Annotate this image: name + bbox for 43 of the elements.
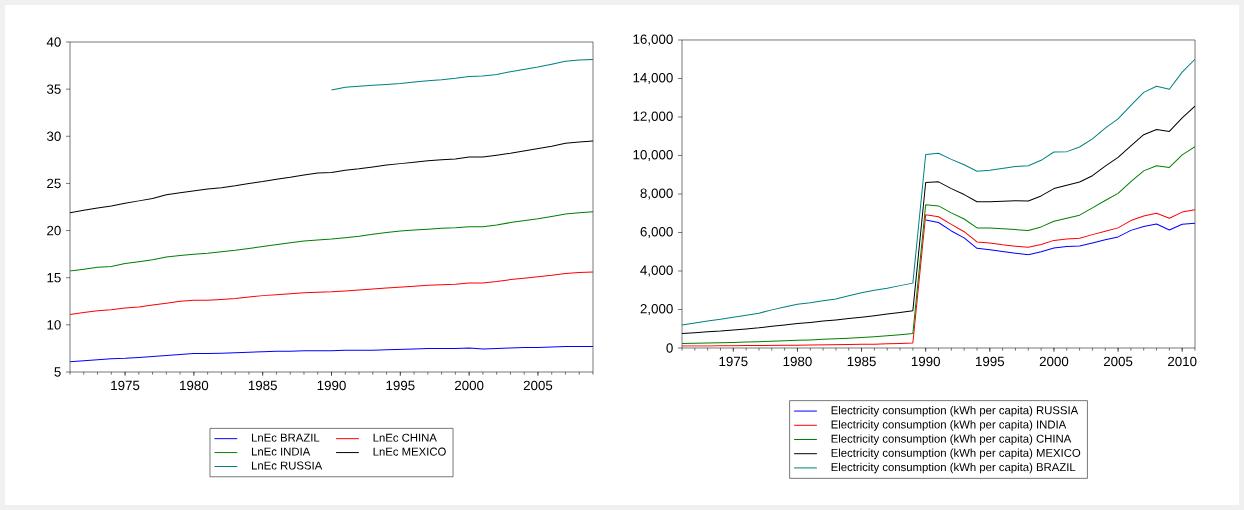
y-tick-label: 6,000 xyxy=(640,227,673,239)
x-tick-label: 1990 xyxy=(317,380,346,391)
y-tick-label: 20 xyxy=(47,225,61,236)
legend-label: Electricity consumption (kWh per capita) BRAZIL xyxy=(831,462,1076,474)
y-tick-label: 0 xyxy=(666,343,673,353)
x-tick-label: 1980 xyxy=(180,380,209,391)
y-tick-label: 25 xyxy=(47,178,61,189)
x-tick-label: 2000 xyxy=(454,380,484,391)
legend-label: Electricity consumption (kWh per capita) MEXICO xyxy=(831,448,1081,460)
legend-label: LnEc MEXICO xyxy=(373,447,446,456)
x-tick-label: 1995 xyxy=(386,380,415,391)
x-tick-label: 1995 xyxy=(976,356,1005,367)
legend-label: LnEc RUSSIA xyxy=(251,461,323,470)
x-tick-label: 2010 xyxy=(1168,356,1197,367)
x-tick-label: 1975 xyxy=(719,356,748,367)
y-tick-label: 4,000 xyxy=(640,265,673,277)
legend-label: LnEc CHINA xyxy=(373,433,437,442)
x-tick-label: 2005 xyxy=(523,380,553,391)
y-tick-label: 2,000 xyxy=(640,304,673,316)
y-tick-label: 35 xyxy=(46,84,61,94)
y-tick-label: 8,000 xyxy=(640,188,673,200)
x-tick-label: 1980 xyxy=(783,356,812,367)
y-tick-label: 14,000 xyxy=(633,72,673,85)
x-tick-label: 1985 xyxy=(847,356,876,367)
x-tick-label: 1990 xyxy=(911,356,940,367)
y-tick-label: 15 xyxy=(47,273,61,283)
y-tick-label: 5 xyxy=(54,367,61,377)
y-tick-label: 40 xyxy=(46,37,61,47)
legend-label: Electricity consumption (kWh per capita) INDIA xyxy=(831,420,1067,431)
legend-label: LnEc BRAZIL xyxy=(251,433,320,442)
y-tick-label: 12,000 xyxy=(633,111,673,123)
y-tick-label: 10 xyxy=(47,320,61,330)
legend-label: Electricity consumption (kWh per capita) RUSSIA xyxy=(831,405,1079,417)
x-tick-label: 1985 xyxy=(248,380,277,391)
x-tick-label: 2000 xyxy=(1039,356,1069,367)
legend-label: Electricity consumption (kWh per capita) CHINA xyxy=(831,434,1072,445)
x-tick-label: 1975 xyxy=(111,380,140,391)
x-tick-label: 2005 xyxy=(1103,356,1133,367)
line-series xyxy=(925,219,1196,256)
y-tick-label: 16,000 xyxy=(633,34,673,46)
legend-label: LnEc INDIA xyxy=(251,447,311,456)
y-tick-label: 10,000 xyxy=(633,149,673,162)
y-tick-label: 30 xyxy=(46,131,61,141)
